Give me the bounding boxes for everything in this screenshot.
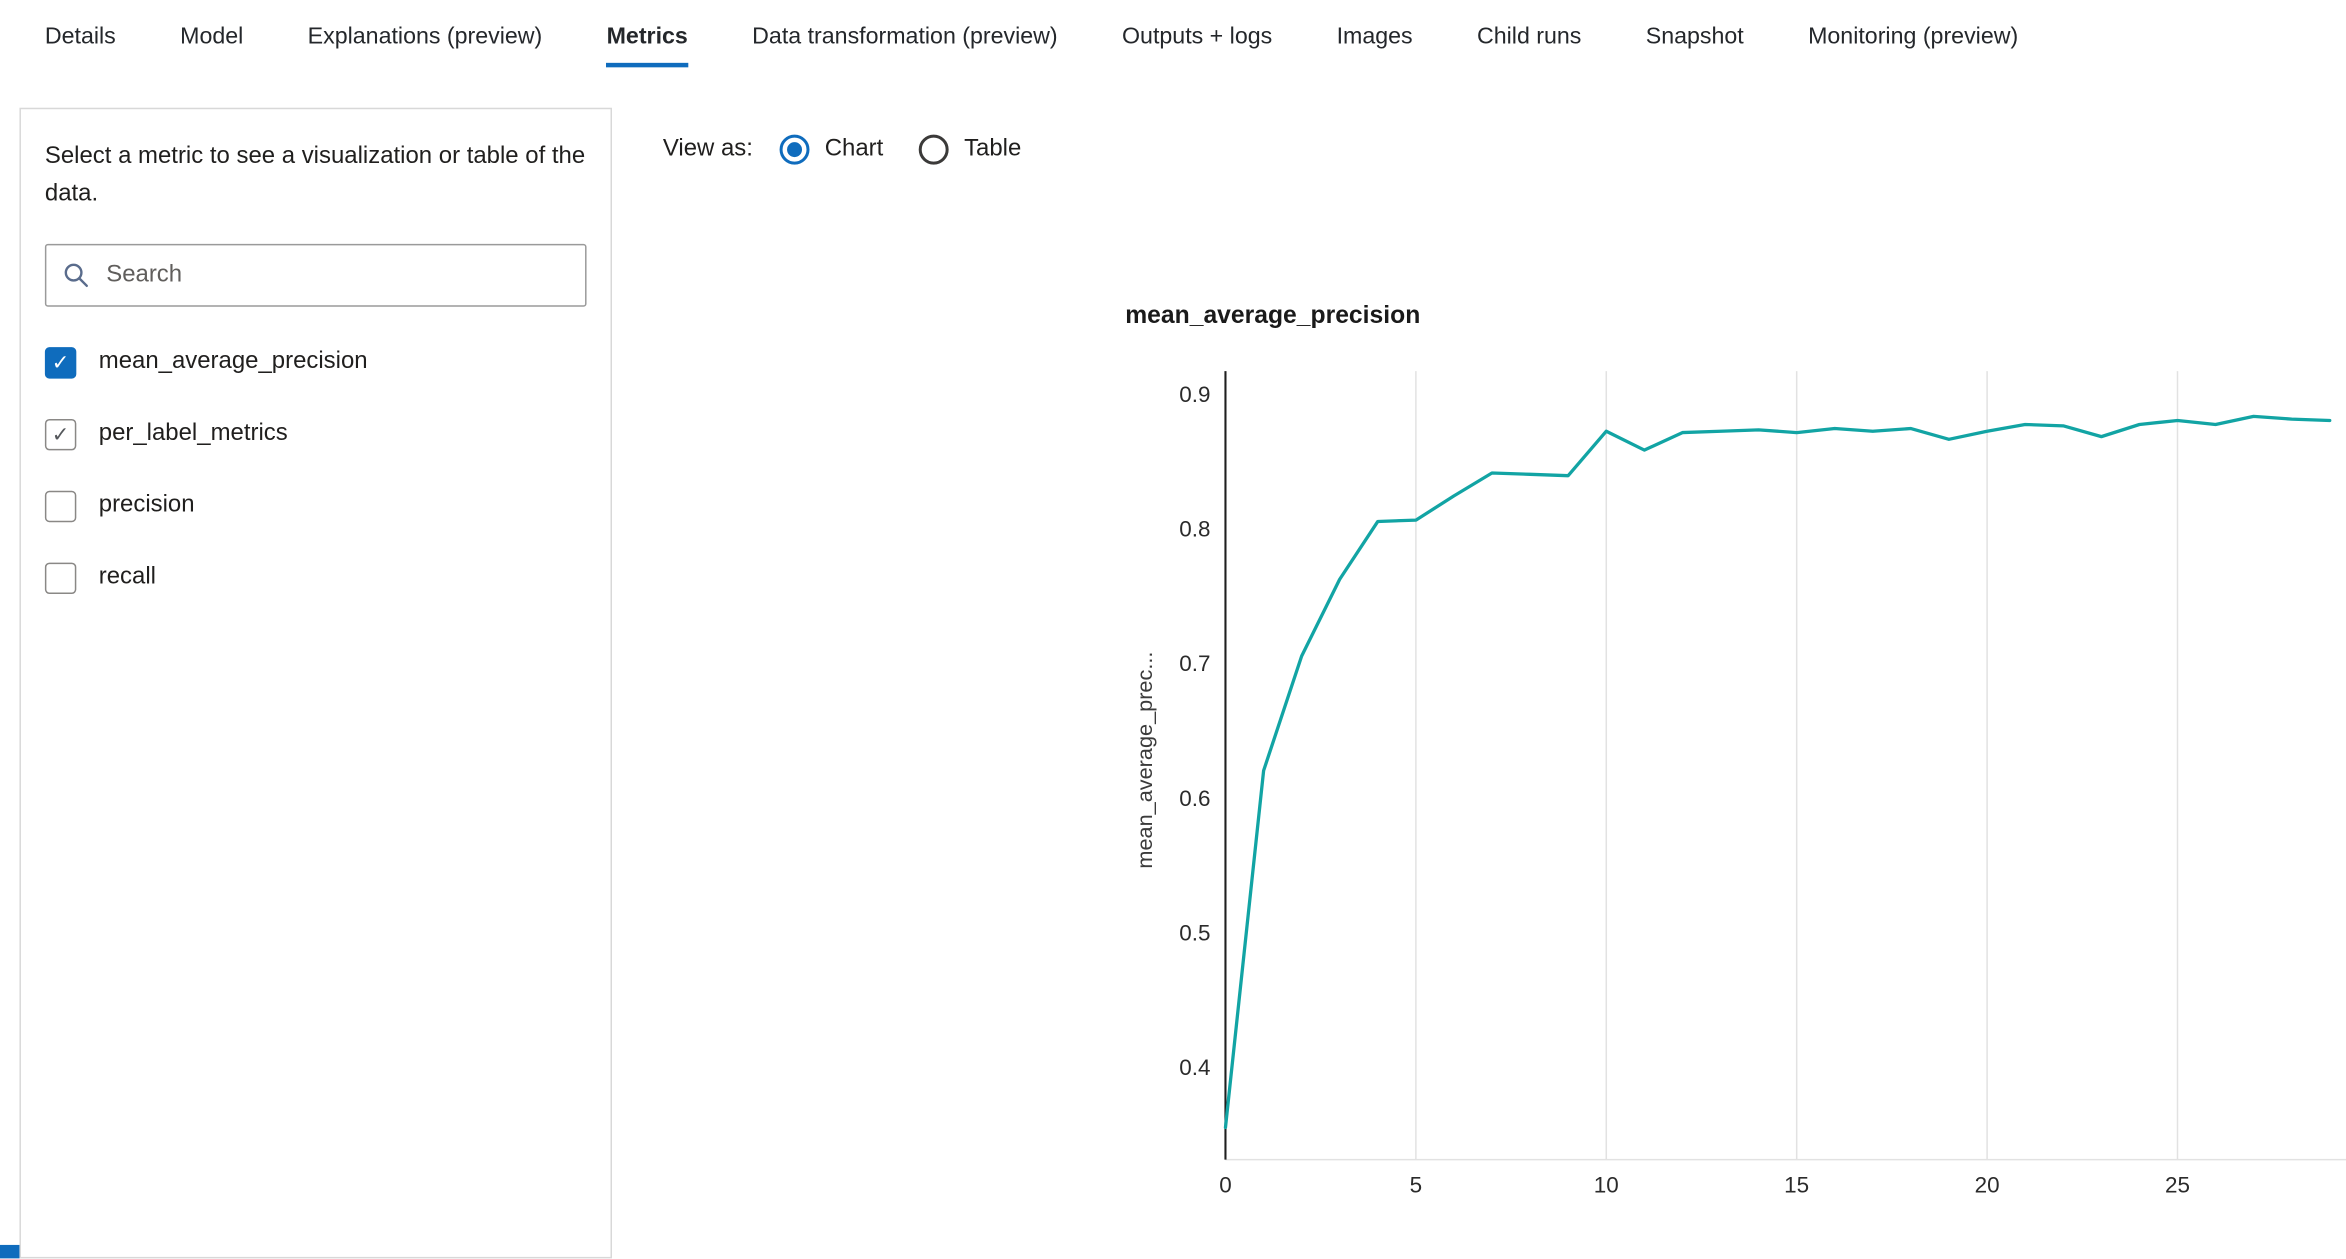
x-tick-label: 10 — [1594, 1173, 1619, 1198]
metric-checkbox[interactable] — [44, 561, 77, 594]
tab-details[interactable]: Details — [45, 0, 116, 75]
x-tick-label: 20 — [1975, 1173, 2000, 1198]
tab-monitoring-preview[interactable]: Monitoring (preview) — [1808, 0, 2018, 75]
view-as-bar: View as: Chart Table — [663, 126, 1021, 174]
x-tick-label: 25 — [2165, 1173, 2190, 1198]
tab-label: Images — [1336, 23, 1413, 50]
search-icon — [64, 263, 88, 287]
tab-images[interactable]: Images — [1337, 0, 1413, 75]
metric-line-chart[interactable]: 0.4 0.5 0.6 0.7 0.8 0.9 0 5 10 15 20 25 mean_average… — [1107, 359, 2346, 1234]
tab-label: Child runs — [1476, 23, 1582, 50]
y-tick-label: 0.4 — [1179, 1055, 1210, 1080]
tab-model[interactable]: Model — [180, 0, 243, 75]
view-as-label: View as: — [662, 136, 753, 162]
tab-label: Outputs + logs — [1122, 23, 1273, 50]
x-tick-label: 0 — [1219, 1173, 1231, 1198]
x-tick-label: 15 — [1784, 1173, 1809, 1198]
tab-label: Metrics — [606, 23, 688, 50]
tab-label: Snapshot — [1645, 23, 1744, 50]
metric-item-mean-average-precision[interactable]: mean_average_precision — [44, 326, 587, 398]
tab-snapshot[interactable]: Snapshot — [1646, 0, 1744, 75]
metric-item-recall[interactable]: recall — [44, 542, 587, 614]
tab-metrics[interactable]: Metrics — [606, 0, 689, 75]
metric-label: precision — [98, 492, 195, 518]
tab-label: Explanations (preview) — [307, 23, 543, 50]
tab-explanations-preview[interactable]: Explanations (preview) — [308, 0, 543, 75]
radio-label: Table — [964, 136, 1022, 162]
view-as-option-chart[interactable]: Chart — [779, 134, 884, 165]
metric-line-series — [1223, 414, 2332, 1130]
y-tick-label: 0.9 — [1179, 382, 1210, 407]
radio-selected-icon — [779, 134, 810, 165]
clipped-bottom-left-element — [0, 1244, 20, 1259]
radio-unselected-icon — [919, 134, 950, 165]
metric-checkbox[interactable] — [44, 490, 77, 522]
tab-outputs-logs[interactable]: Outputs + logs — [1122, 0, 1272, 75]
metric-list: mean_average_precision per_label_metricsp… — [44, 326, 587, 614]
metric-label: mean_average_precision — [98, 348, 368, 375]
y-tick-label: 0.8 — [1179, 516, 1210, 541]
y-tick-label: 0.5 — [1179, 920, 1210, 945]
metric-item-per-label-metrics[interactable]: per_label_metrics — [44, 398, 587, 470]
search-input[interactable] — [103, 260, 569, 291]
chart-title: mean_average_precision — [1125, 302, 1421, 330]
tab-label: Data transformation (preview) — [752, 23, 1058, 50]
x-tick-label: 5 — [1410, 1173, 1422, 1198]
metric-selector-panel: Select a metric to see a visualization o… — [19, 107, 612, 1259]
tab-bar: Details Model Explanations (preview) Metric… — [0, 0, 2346, 75]
tab-data-transformation-preview[interactable]: Data transformation (preview) — [752, 0, 1058, 75]
tab-label: Details — [44, 23, 116, 50]
metric-label: recall — [98, 564, 156, 590]
view-mode-radio-group: Chart Table — [779, 134, 1022, 165]
metric-checkbox[interactable] — [44, 346, 77, 378]
search-box[interactable] — [44, 243, 587, 307]
y-tick-label: 0.7 — [1179, 651, 1210, 676]
y-axis-label: mean_average_prec... — [1132, 652, 1157, 869]
metric-item-precision[interactable]: precision — [44, 470, 587, 542]
metric-checkbox[interactable] — [44, 418, 77, 450]
tab-label: Model — [180, 23, 244, 50]
panel-description: Select a metric to see a visualization o… — [44, 143, 586, 207]
metric-label: per_label_metrics — [98, 420, 288, 446]
view-as-option-table[interactable]: Table — [919, 134, 1022, 165]
tab-child-runs[interactable]: Child runs — [1477, 0, 1581, 75]
y-tick-label: 0.6 — [1179, 786, 1210, 811]
tab-label: Monitoring (preview) — [1808, 23, 2019, 50]
radio-label: Chart — [824, 136, 884, 162]
